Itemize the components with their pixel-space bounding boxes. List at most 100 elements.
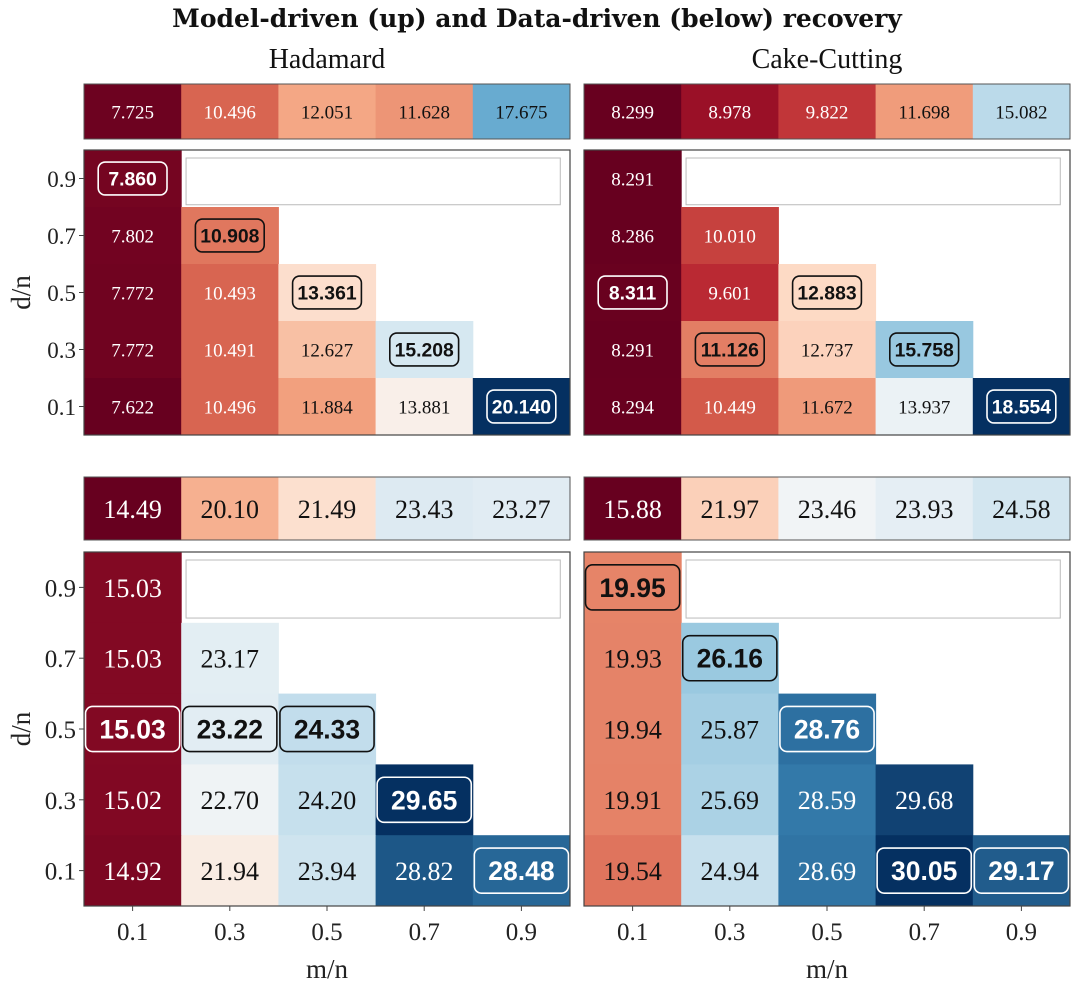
summary-cell: [375, 84, 474, 139]
heatmap-cell: [375, 321, 474, 379]
cell-value: 13.881: [398, 397, 450, 418]
x-tick-label: 0.5: [311, 919, 342, 946]
summary-cell: [472, 84, 571, 139]
cell-value: 7.772: [111, 340, 154, 361]
heatmap-cell: [778, 693, 877, 765]
y-axis-label: d/n: [6, 275, 36, 310]
empty-inset: [185, 157, 561, 206]
best-cell-value: 8.311: [609, 282, 657, 304]
summary-value: 23.43: [395, 495, 454, 524]
grid-frame: [583, 149, 1071, 436]
heatmap-cell: [472, 835, 571, 907]
best-cell-value: 20.140: [492, 396, 551, 418]
cell-value: 21.94: [201, 857, 260, 886]
heatmap-cell: [84, 378, 182, 436]
heatmap-cell: [278, 764, 377, 836]
best-cell-value: 12.883: [797, 282, 856, 304]
cell-value: 29.68: [895, 786, 954, 815]
summary-value: 21.97: [701, 495, 760, 524]
cell-value: 22.70: [201, 786, 260, 815]
figure-title: Model-driven (up) and Data-driven (below…: [172, 4, 902, 33]
best-value-box: [597, 275, 668, 310]
best-value-box: [486, 389, 557, 424]
cell-value: 8.291: [611, 169, 654, 190]
cell-value: 14.92: [103, 857, 162, 886]
y-tick-label: 0.7: [47, 224, 76, 249]
summary-cell: [778, 84, 877, 139]
cell-value: 19.94: [603, 715, 662, 744]
best-value-box: [973, 847, 1070, 894]
summary-value: 11.628: [398, 102, 450, 123]
summary-cell: [84, 84, 182, 139]
best-cell-value: 13.361: [297, 282, 356, 304]
best-cell-value: 29.65: [391, 785, 458, 815]
y-tick-label: 0.9: [47, 167, 76, 192]
heatmap-cell: [181, 207, 279, 265]
summary-cell: [181, 477, 279, 540]
summary-value: 20.10: [201, 495, 260, 524]
x-tick-label: 0.3: [214, 919, 245, 946]
heatmap-cell: [84, 764, 182, 836]
heatmap-cell: [181, 264, 279, 322]
y-tick-label: 0.1: [47, 395, 76, 420]
heatmap-cell: [584, 264, 682, 322]
cell-value: 7.772: [111, 283, 154, 304]
heatmap-panel-2: 14.49 20.10 21.49 23.43 23.27 15.03 15.03 23.17…: [6, 476, 571, 984]
best-value-box: [791, 275, 863, 310]
summary-value: 23.46: [798, 495, 857, 524]
cell-value: 25.87: [701, 715, 760, 744]
summary-cell: [875, 84, 974, 139]
y-tick-label: 0.9: [45, 575, 76, 602]
cell-value: 19.54: [603, 857, 662, 886]
y-tick-label: 0.7: [45, 646, 76, 673]
best-cell-value: 19.95: [599, 573, 666, 603]
best-cell-value: 15.208: [395, 339, 454, 361]
best-value-box: [194, 218, 265, 253]
cell-value: 24.20: [298, 786, 357, 815]
heatmap-cell: [972, 378, 1071, 436]
cell-value: 11.884: [301, 397, 353, 418]
best-cell-value: 15.758: [895, 339, 954, 361]
heatmap-cell: [84, 693, 182, 765]
cell-value: 28.82: [395, 857, 454, 886]
heatmap-cell: [681, 622, 779, 695]
heatmap-panel-0: Hadamard 7.725 10.496 12.051 11.628 17.675 7.8…: [6, 44, 571, 436]
cell-value: 25.69: [701, 786, 760, 815]
x-tick-label: 0.5: [811, 919, 842, 946]
x-axis-label: m/n: [806, 954, 849, 984]
heatmap-cell: [84, 552, 182, 624]
heatmap-cell: [181, 693, 279, 765]
cell-value: 7.802: [111, 226, 154, 247]
summary-value: 21.49: [298, 495, 357, 524]
cell-value: 10.010: [704, 226, 756, 247]
best-value-box: [389, 332, 460, 367]
heatmap-cell: [584, 693, 682, 765]
best-cell-value: 26.16: [697, 644, 763, 674]
summary-cell: [681, 477, 779, 540]
heatmap-cell: [472, 378, 571, 436]
heatmap-cell: [584, 764, 682, 836]
cell-value: 11.672: [801, 397, 853, 418]
heatmap-cell: [584, 321, 682, 379]
heatmap-cell: [681, 207, 779, 265]
heatmap-cell: [84, 264, 182, 322]
cell-value: 10.449: [704, 397, 756, 418]
summary-value: 23.93: [895, 495, 954, 524]
heatmap-cell: [584, 207, 682, 265]
cell-value: 12.627: [301, 340, 353, 361]
best-value-box: [694, 332, 765, 367]
best-value-box: [473, 847, 570, 894]
cell-value: 10.496: [204, 397, 256, 418]
summary-value: 24.58: [992, 495, 1051, 524]
summary-value: 11.698: [898, 102, 950, 123]
heatmap-cell: [278, 321, 377, 379]
y-tick-label: 0.3: [47, 338, 76, 363]
summary-cell: [181, 84, 279, 139]
cell-value: 23.17: [201, 645, 260, 674]
heatmap-cell: [84, 207, 182, 265]
heatmap-cell: [181, 378, 279, 436]
best-cell-value: 30.05: [891, 856, 958, 886]
summary-value: 23.27: [492, 495, 551, 524]
best-cell-value: 15.03: [99, 715, 165, 745]
